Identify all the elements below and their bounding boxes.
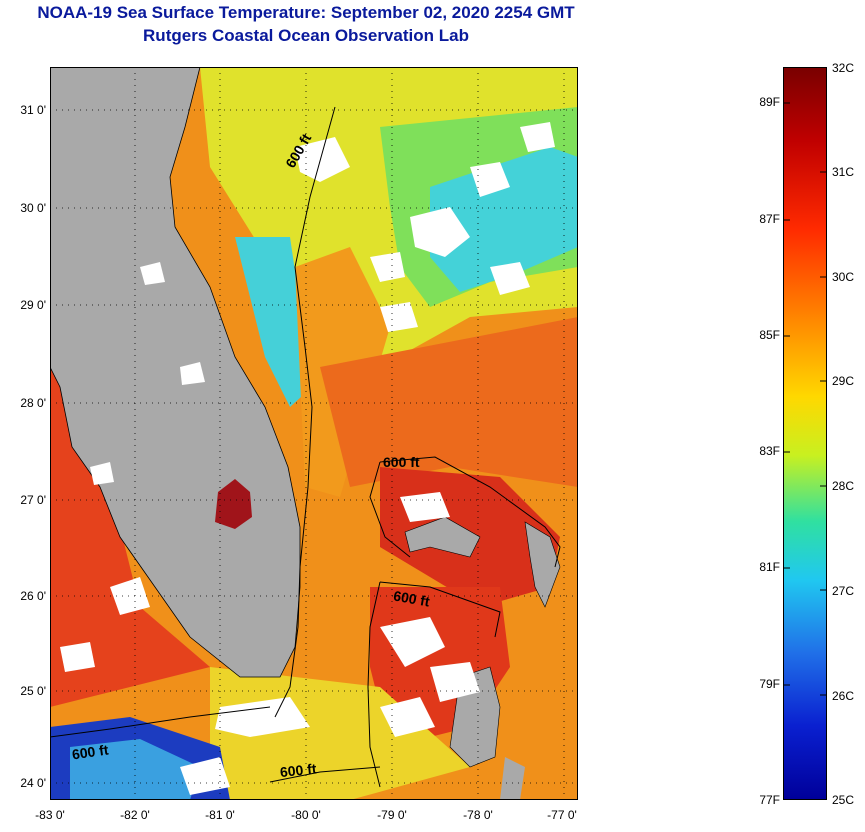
colorbar-c-label: 26C: [832, 689, 855, 703]
colorbar-c-label: 28C: [832, 479, 855, 493]
temperature-colorbar: [783, 67, 827, 800]
map-frame: [50, 67, 578, 800]
isobath-contours: [50, 106, 561, 788]
ocean-cyan-coastal: [235, 237, 312, 407]
contour-label-gulf: 600 ft: [71, 741, 110, 762]
cloud-patches: [60, 122, 555, 795]
colorbar-gradient: [784, 68, 826, 799]
lon-label: -83 0': [35, 808, 65, 822]
lat-label: 30 0': [20, 201, 46, 215]
lon-label: -78 0': [463, 808, 493, 822]
colorbar-f-label: 81F: [759, 560, 780, 574]
colorbar-c-label: 32C: [832, 61, 855, 75]
ocean-cyan-north: [430, 147, 578, 292]
colorbar-c-label: 29C: [832, 374, 855, 388]
colorbar-f-label: 79F: [759, 677, 780, 691]
southern-island-land: [500, 757, 525, 800]
colorbar-c-label: 30C: [832, 270, 855, 284]
map-title: NOAA-19 Sea Surface Temperature: Septemb…: [37, 3, 575, 22]
colorbar-c-label: 31C: [832, 165, 855, 179]
contour-label-bahama-bank: 600 ft: [392, 587, 431, 609]
colorbar-f-label: 83F: [759, 444, 780, 458]
lon-label: -80 0': [291, 808, 321, 822]
lat-label: 29 0': [20, 298, 46, 312]
colorbar-f-label: 77F: [759, 793, 780, 807]
ocean-warm-band: [320, 317, 578, 487]
contour-label-grand-bahama: 600 ft: [383, 454, 420, 470]
colorbar-f-label: 89F: [759, 95, 780, 109]
abaco-land: [524, 521, 561, 608]
lat-label: 27 0': [20, 493, 46, 507]
map-subtitle: Rutgers Coastal Ocean Observation Lab: [143, 26, 469, 45]
lat-label: 24 0': [20, 776, 46, 790]
lon-label: -82 0': [120, 808, 150, 822]
lat-label: 25 0': [20, 684, 46, 698]
sst-map: 600 ft 600 ft 600 ft 600 ft 600 ft: [50, 67, 578, 800]
sst-map-canvas: 600 ft 600 ft 600 ft 600 ft 600 ft: [50, 67, 578, 800]
lat-label: 31 0': [20, 103, 46, 117]
colorbar-f-label: 85F: [759, 328, 780, 342]
colorbar-c-label: 25C: [832, 793, 855, 807]
lon-label: -77 0': [547, 808, 577, 822]
lat-label: 26 0': [20, 589, 46, 603]
lake-okeechobee: [215, 479, 252, 529]
lon-label: -79 0': [377, 808, 407, 822]
lat-label: 28 0': [20, 396, 46, 410]
contour-label-south: 600 ft: [279, 760, 317, 780]
colorbar-f-label: 87F: [759, 212, 780, 226]
graticule: [50, 67, 578, 800]
colorbar-c-label: 27C: [832, 584, 855, 598]
lon-label: -81 0': [205, 808, 235, 822]
